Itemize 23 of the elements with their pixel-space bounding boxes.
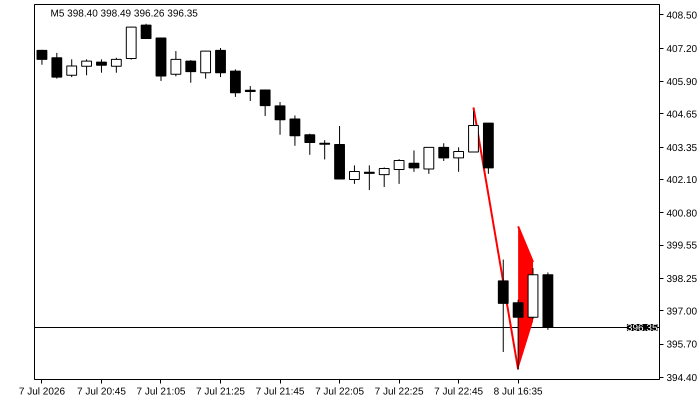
y-tick-label: 399.55 [666,240,698,252]
y-tick-label: 397.00 [666,306,698,318]
x-tick-label: 7 Jul 21:05 [136,386,186,398]
ref-line-label: 396.35 [626,323,658,334]
x-tick-label: 7 Jul 22:45 [434,386,484,398]
x-tick-label: 7 Jul 2026 [18,386,66,398]
y-tick-label: 395.70 [666,340,698,351]
x-tick-label: 7 Jul 21:45 [256,386,305,398]
y-tick-label: 400.80 [666,208,698,220]
y-tick-label: 403.35 [666,142,698,154]
x-tick-label: 7 Jul 22:25 [374,386,424,398]
y-tick-label: 407.20 [666,44,698,55]
chart-title: M5 398.40 398.49 396.26 396.35 [50,8,198,20]
x-tick-label: 7 Jul 21:25 [196,386,246,398]
y-tick-label: 398.25 [666,274,698,286]
y-tick-label: 402.10 [666,175,698,186]
y-tick-label: 405.90 [666,77,698,88]
y-tick-label: 404.65 [666,109,698,120]
x-tick-label: 7 Jul 22:05 [315,386,364,398]
x-tick-label: 8 Jul 16:35 [494,386,544,398]
x-tick-label: 7 Jul 20:45 [77,386,126,398]
y-tick-label: 394.40 [666,373,698,384]
y-tick-label: 408.50 [666,10,698,22]
